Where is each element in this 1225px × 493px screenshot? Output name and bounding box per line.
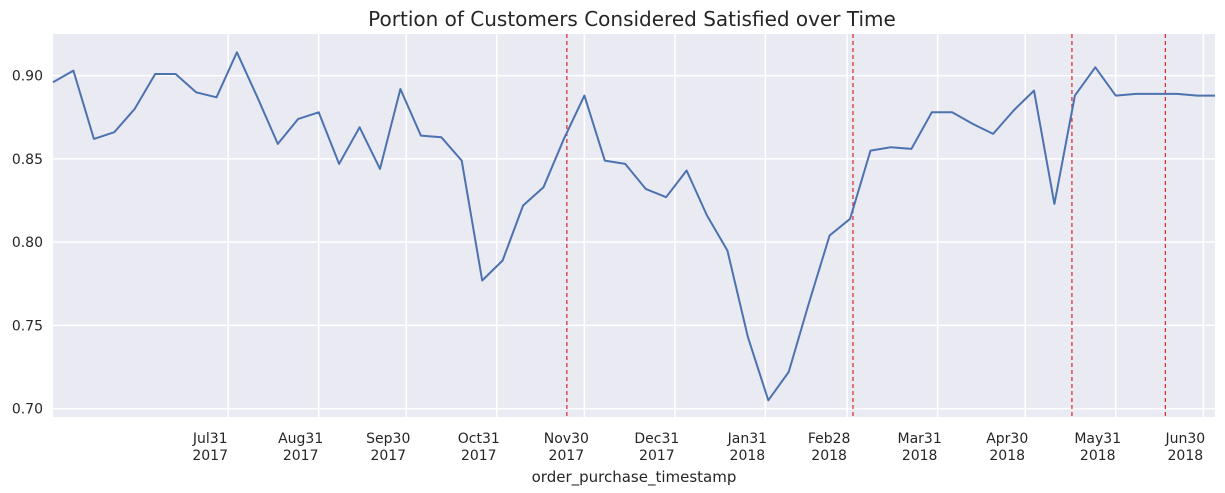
data-point [52,81,54,83]
data-point [215,96,217,98]
data-point [1094,66,1096,68]
data-point [604,160,606,162]
data-point [1196,95,1198,97]
data-point [318,111,320,113]
data-point [951,111,953,113]
data-point [849,218,851,220]
data-point [522,205,524,207]
x-tick-label: Jan31 [727,431,767,447]
data-point [481,279,483,281]
data-point [1053,203,1055,205]
data-point [1176,93,1178,95]
data-point [1115,95,1117,97]
data-point [808,301,810,303]
data-point [399,88,401,90]
data-point [1214,95,1216,97]
data-point [379,168,381,170]
x-tick-year-label: 2017 [549,448,585,464]
x-tick-label: Jun30 [1164,431,1205,447]
data-point [767,399,769,401]
y-tick-label: 0.85 [12,152,43,168]
data-point [236,51,238,53]
x-tick-label: Apr30 [986,431,1028,447]
data-point [869,150,871,152]
data-point [1013,110,1015,112]
x-tick-year-label: 2018 [811,448,847,464]
data-point [1033,90,1035,92]
plot-area [53,34,1215,417]
x-tick-year-label: 2018 [1080,448,1116,464]
x-tick-year-label: 2018 [1168,448,1204,464]
data-point [1135,93,1137,95]
data-point [338,163,340,165]
data-point [829,234,831,236]
x-tick-year-label: 2017 [370,448,406,464]
y-axis: 0.70 0.75 0.80 0.85 0.90 [12,69,43,418]
y-tick-label: 0.80 [12,235,43,251]
data-point [972,123,974,125]
data-point [665,196,667,198]
data-point [277,143,279,145]
y-tick-label: 0.90 [12,69,43,85]
x-axis-label: order_purchase_timestamp [532,468,737,487]
data-point [175,73,177,75]
data-point [256,96,258,98]
data-point [440,136,442,138]
x-tick-label: May31 [1074,431,1121,447]
data-point [420,135,422,137]
data-point [502,259,504,261]
series-group [52,51,1216,402]
chart-title: Portion of Customers Considered Satisfie… [368,7,896,31]
y-tick-label: 0.70 [12,402,43,418]
data-point [645,188,647,190]
x-axis: Jul312017Aug312017Sep302017Oct312017Nov3… [192,431,1205,464]
data-point [624,163,626,165]
x-tick-label: Sep30 [366,431,410,447]
x-tick-label: Mar31 [898,431,942,447]
x-tick-year-label: 2018 [989,448,1025,464]
data-point [359,126,361,128]
x-tick-label: Aug31 [278,431,323,447]
x-tick-label: Feb28 [808,431,851,447]
x-tick-year-label: 2017 [639,448,675,464]
data-point [461,160,463,162]
x-tick-year-label: 2017 [461,448,497,464]
data-point [992,133,994,135]
data-point [134,108,136,110]
data-point [154,73,156,75]
x-tick-label: Nov30 [544,431,589,447]
data-point [583,95,585,97]
data-point [788,371,790,373]
x-tick-year-label: 2018 [902,448,938,464]
data-point [726,249,728,251]
data-point [890,146,892,148]
data-point [910,148,912,150]
x-tick-year-label: 2017 [283,448,319,464]
data-point [542,186,544,188]
x-tick-label: Jul31 [192,431,228,447]
data-point [563,138,565,140]
x-tick-label: Oct31 [458,431,500,447]
data-point [297,118,299,120]
data-point [93,138,95,140]
data-point [1156,93,1158,95]
x-tick-year-label: 2018 [730,448,766,464]
data-point [72,70,74,72]
data-point [113,131,115,133]
data-point [747,336,749,338]
grid-lines [53,34,1215,417]
x-tick-year-label: 2017 [192,448,228,464]
data-point [1074,95,1076,97]
data-point [195,91,197,93]
event-markers [566,34,1166,417]
series-line [52,51,1215,402]
data-point [706,215,708,217]
data-point [686,170,688,172]
y-tick-label: 0.75 [12,318,43,334]
x-tick-label: Dec31 [634,431,679,447]
data-point [931,111,933,113]
